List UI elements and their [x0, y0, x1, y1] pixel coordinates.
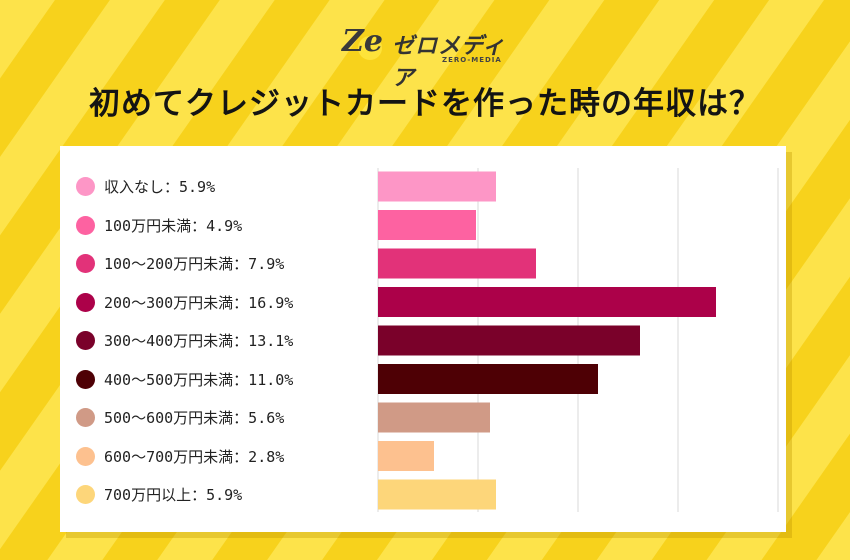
legend-item: 500～600万円未満：5.6%: [76, 406, 284, 430]
bar-8: [378, 479, 496, 510]
legend-item: 700万円以上：5.9%: [76, 483, 242, 507]
legend-label: 400～500万円未満：11.0%: [104, 370, 294, 389]
legend-item: 100万円未満：4.9%: [76, 213, 242, 237]
legend-dot-icon: [76, 485, 95, 504]
legend-dot-icon: [76, 446, 95, 466]
logo-subtext: ZERO-MEDIA: [442, 56, 502, 64]
legend-item: 600～700万円未満：2.8%: [76, 444, 284, 468]
legend-dot-icon: [76, 369, 95, 389]
legend-dot-icon: [76, 177, 95, 196]
legend-item: 収入なし：5.9%: [76, 175, 215, 199]
legend-item: 300～400万円未満：13.1%: [76, 329, 293, 353]
legend-label: 200～300万円未満：16.9%: [104, 293, 294, 312]
bar-chart: [377, 168, 779, 512]
legend-item: 100～200万円未満：7.9%: [76, 252, 284, 276]
page-title: 初めてクレジットカードを作った時の年収は？: [89, 86, 761, 122]
legend-item: 200～300万円未満：16.9%: [76, 290, 293, 314]
bar-4: [378, 325, 640, 356]
logo-text: ゼロメディア: [392, 34, 506, 91]
legend-label: 600～700万円未満：2.8%: [104, 447, 285, 466]
legend-dot-icon: [76, 331, 95, 350]
legend-dot-icon: [76, 408, 95, 427]
legend-label: 700万円以上：5.9%: [104, 486, 243, 504]
legend-label: 100万円未満：4.9%: [104, 216, 243, 235]
bar-2: [378, 248, 536, 279]
legend-label: 300～400万円未満：13.1%: [104, 332, 294, 350]
sun-icon: [358, 36, 382, 60]
legend-dot-icon: [76, 254, 95, 273]
bar-5: [378, 364, 598, 394]
chart-card: 収入なし：5.9% 100万円未満：4.9% 100～200万円未満：7.9% 200…: [60, 146, 786, 532]
legend-label: 収入なし：5.9%: [104, 178, 216, 196]
bar-1: [378, 210, 476, 240]
legend-dot-icon: [76, 292, 95, 312]
logo-mark: Ze: [342, 24, 383, 59]
bar-6: [378, 402, 490, 433]
zero-media-logo: Ze ゼロメディア ZERO-MEDIA: [338, 22, 518, 91]
bar-0: [378, 171, 496, 202]
legend-label: 100～200万円未満：7.9%: [104, 255, 285, 273]
legend-item: 400～500万円未満：11.0%: [76, 367, 293, 391]
bar-3: [378, 287, 716, 317]
legend-dot-icon: [76, 215, 95, 235]
bar-7: [378, 441, 434, 471]
legend-label: 500～600万円未満：5.6%: [104, 409, 285, 427]
